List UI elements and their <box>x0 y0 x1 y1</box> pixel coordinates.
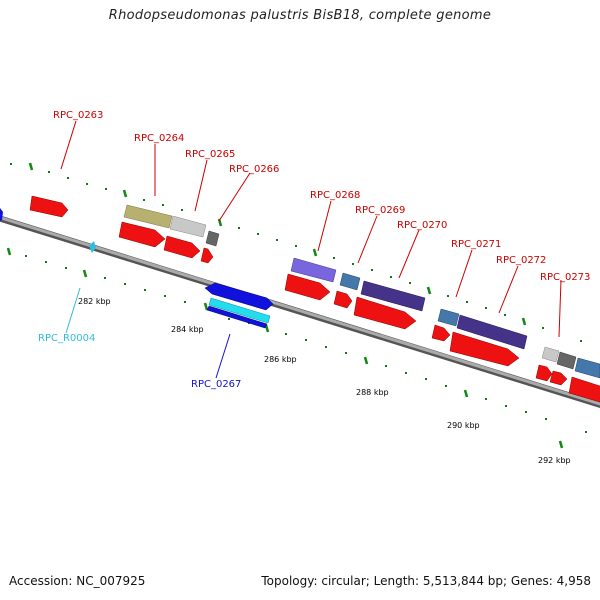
gene-label-0269[interactable]: RPC_0269 <box>355 205 405 216</box>
cds-arrow-0269[interactable] <box>333 290 353 309</box>
gene-label-0271[interactable]: RPC_0271 <box>451 239 501 250</box>
gene-label-0264[interactable]: RPC_0264 <box>134 133 184 144</box>
feature-bar-0272[interactable] <box>456 314 528 350</box>
genome-title: Rhodopseudomonas palustris BisB18, compl… <box>108 8 492 23</box>
partial-feature-left[interactable] <box>0 208 3 221</box>
cds-arrow-0272[interactable] <box>449 331 520 367</box>
tick-label-290: 290 kbp <box>447 421 480 430</box>
outer-major-ticks <box>28 162 527 326</box>
leader-line-R0004 <box>65 287 81 334</box>
tick-label-282: 282 kbp <box>78 297 111 306</box>
gene-label-0267[interactable]: RPC_0267 <box>191 379 241 390</box>
cds-arrow-0265[interactable] <box>163 235 201 259</box>
cds-track-forward <box>29 195 600 403</box>
reverse-bar-0267-blue[interactable] <box>206 305 268 329</box>
feature-bar-0273b[interactable] <box>556 351 577 370</box>
genome-backbone <box>0 215 600 409</box>
rna-marker-R0004[interactable] <box>89 241 96 253</box>
leader-line-0267 <box>215 333 231 379</box>
outer-dotted-track <box>10 163 582 342</box>
cds-arrow-0263[interactable] <box>29 195 69 218</box>
cds-arrow-0268[interactable] <box>284 273 331 301</box>
gene-label-0266[interactable]: RPC_0266 <box>229 164 279 175</box>
feature-bar-0270[interactable] <box>360 280 426 312</box>
cds-arrow-0270[interactable] <box>353 296 417 330</box>
tick-label-286: 286 kbp <box>264 355 297 364</box>
inner-major-ticks <box>6 247 564 449</box>
inner-dotted-track <box>25 255 587 433</box>
accession-text: Accession: NC_007925 <box>9 574 146 588</box>
gene-label-0273[interactable]: RPC_0273 <box>540 272 590 283</box>
cds-arrow-0264[interactable] <box>118 221 166 248</box>
cds-arrow-0271[interactable] <box>431 324 451 342</box>
tick-label-288: 288 kbp <box>356 388 389 397</box>
feature-bar-0268[interactable] <box>290 257 337 283</box>
feature-bar-0266[interactable] <box>205 230 220 247</box>
gene-label-R0004[interactable]: RPC_R0004 <box>38 333 95 344</box>
feature-bar-0271[interactable] <box>437 308 460 327</box>
feature-bar-0265[interactable] <box>169 215 207 238</box>
gene-label-0272[interactable]: RPC_0272 <box>496 255 546 266</box>
reverse-arrow-0267[interactable] <box>204 282 274 311</box>
cds-arrow-0274[interactable] <box>568 376 600 403</box>
feature-bar-track <box>123 204 600 379</box>
genome-summary-text: Topology: circular; Length: 5,513,844 bp… <box>261 574 591 588</box>
cds-arrow-0273b[interactable] <box>549 370 568 386</box>
feature-bar-0273a[interactable] <box>541 346 560 363</box>
gene-label-0268[interactable]: RPC_0268 <box>310 190 360 201</box>
label-leader-lines <box>60 120 562 338</box>
cds-arrow-0266[interactable] <box>200 247 214 264</box>
cds-arrow-0273a[interactable] <box>535 364 553 382</box>
gene-label-0270[interactable]: RPC_0270 <box>397 220 447 231</box>
gene-label-0265[interactable]: RPC_0265 <box>185 149 235 160</box>
feature-bar-0274[interactable] <box>574 357 600 379</box>
tick-label-292: 292 kbp <box>538 456 571 465</box>
gene-label-0263[interactable]: RPC_0263 <box>53 110 103 121</box>
reverse-strand-features <box>0 208 274 329</box>
reverse-bar-0267-cyan[interactable] <box>208 297 271 324</box>
tick-label-284: 284 kbp <box>171 325 204 334</box>
feature-bar-0269[interactable] <box>339 272 361 291</box>
feature-bar-0264[interactable] <box>123 204 173 229</box>
